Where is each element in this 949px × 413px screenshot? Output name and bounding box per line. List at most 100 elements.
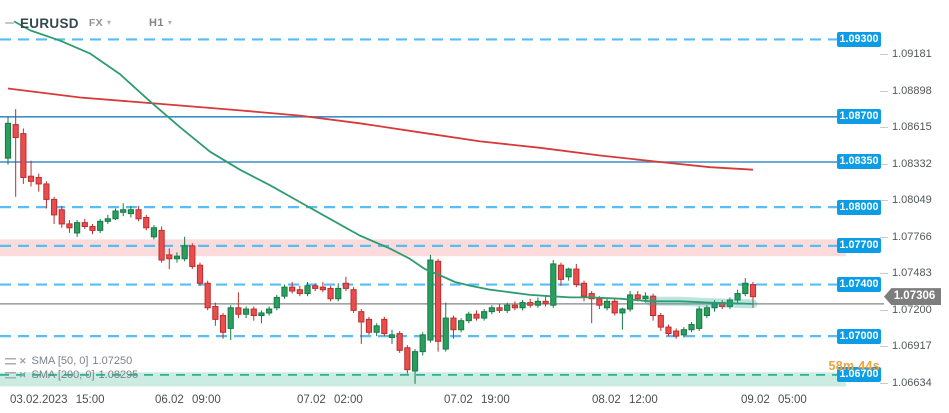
axis-tick-mark (880, 309, 888, 311)
candle-body (626, 294, 634, 310)
indicator-remove-icon[interactable]: ✕ (19, 369, 27, 380)
candle-body (619, 308, 626, 314)
time-tick-label: 07.02 02:00 (297, 394, 363, 406)
candle-body (250, 308, 257, 317)
price-tick-label: 1.08615 (892, 121, 932, 134)
candle-body (281, 286, 288, 297)
timeframe-label: H1 (149, 17, 164, 29)
candle-body (427, 259, 434, 341)
candle-body (742, 282, 749, 295)
market-label: FX (88, 17, 104, 29)
candle-body (442, 317, 449, 350)
time-tick-label: 06.02 09:00 (155, 394, 221, 406)
price-level-badge[interactable]: 1.06700 (837, 367, 881, 383)
price-level-badge[interactable]: 1.08350 (837, 154, 881, 170)
price-tick-label: 1.08898 (892, 84, 932, 97)
candle-body (542, 300, 549, 305)
candle-body (258, 312, 265, 317)
candle-body (27, 175, 35, 182)
candle-body (289, 286, 296, 292)
candle-body (304, 285, 311, 295)
price-level-badge[interactable]: 1.09300 (837, 31, 881, 47)
candle-body (373, 325, 380, 333)
candle-body (58, 209, 65, 225)
sma50-line[interactable] (13, 20, 754, 305)
axis-tick-mark (880, 54, 888, 56)
axis-tick-mark (880, 163, 888, 165)
indicator-remove-icon[interactable]: ✕ (19, 355, 27, 366)
axis-tick-mark (880, 90, 888, 92)
market-selector[interactable]: FX ▾ (89, 17, 111, 29)
candle-body (212, 305, 219, 320)
candle-body (219, 315, 227, 333)
candle-body (266, 308, 273, 314)
candle-body (227, 307, 234, 329)
price-level-badge[interactable]: 1.07400 (837, 277, 881, 293)
supply-demand-zone-red[interactable] (0, 239, 846, 257)
candle-body (381, 318, 388, 335)
candle-body (465, 313, 472, 322)
candlestick-series[interactable] (4, 109, 757, 384)
candle-body (81, 222, 88, 227)
candle-body (135, 209, 142, 220)
candle-body (388, 334, 396, 338)
candle-body (580, 282, 588, 297)
candle-body (189, 245, 196, 267)
price-tick-label: 1.09181 (892, 48, 932, 61)
supply-demand-zone-green[interactable] (0, 372, 846, 387)
price-level-badge[interactable]: 1.08700 (837, 109, 881, 125)
indicator-row-sma50: ✕ SMA [50, 0] 1.07250 (5, 354, 138, 368)
candle-body (550, 263, 557, 306)
sma200-line[interactable] (7, 87, 754, 171)
candle-body (565, 268, 572, 278)
candle-body (235, 307, 242, 315)
candle-body (66, 223, 73, 229)
candle-body (127, 209, 134, 215)
candle-body (358, 311, 365, 323)
candle-body (173, 255, 181, 260)
time-tick-label: 07.02 19:00 (444, 394, 510, 406)
axis-tick-mark (880, 236, 888, 238)
price-tick-label: 1.08049 (892, 194, 932, 207)
candle-body (488, 307, 495, 313)
candle-body (511, 304, 518, 309)
indicator-legend: ✕ SMA [50, 0] 1.07250 ✕ SMA [200, 0] 1.082… (5, 354, 138, 382)
candle-body (143, 216, 150, 229)
candle-body (534, 300, 542, 306)
candle-body (673, 330, 680, 337)
price-level-badge[interactable]: 1.07700 (837, 238, 881, 254)
drawing-toolbar-icon[interactable] (5, 22, 14, 24)
candle-body (112, 210, 119, 220)
candle-body (150, 227, 158, 238)
candle-body (650, 295, 657, 317)
candle-body (473, 313, 480, 319)
candle-body (573, 268, 580, 286)
candle-body (43, 183, 50, 200)
indicator-label: SMA [200, 0] 1.08295 (31, 369, 139, 381)
candle-body (196, 264, 204, 284)
indicator-settings-icon[interactable] (5, 371, 16, 379)
candle-body (20, 133, 27, 178)
price-level-badge[interactable]: 1.08000 (837, 199, 881, 215)
candle-countdown-timer: 58m 44s (828, 359, 880, 373)
axis-tick-mark (880, 127, 888, 129)
price-level-badge[interactable]: 1.07000 (837, 328, 881, 344)
candle-body (273, 296, 280, 309)
candle-body (696, 308, 703, 329)
price-tick-label: 1.07766 (892, 230, 932, 243)
candle-body (166, 254, 173, 260)
candle-body (89, 225, 96, 231)
current-price-badge[interactable]: 1.07306 (884, 288, 941, 306)
candle-body (104, 218, 111, 222)
indicator-settings-icon[interactable] (5, 357, 16, 365)
candle-body (181, 245, 188, 260)
price-tick-label: 1.06634 (892, 376, 932, 389)
candle-body (634, 294, 641, 300)
candle-body (680, 329, 687, 336)
timeframe-selector[interactable]: H1 ▾ (149, 17, 172, 29)
candle-body (419, 334, 426, 353)
candle-body (327, 287, 334, 300)
candle-body (481, 311, 488, 319)
